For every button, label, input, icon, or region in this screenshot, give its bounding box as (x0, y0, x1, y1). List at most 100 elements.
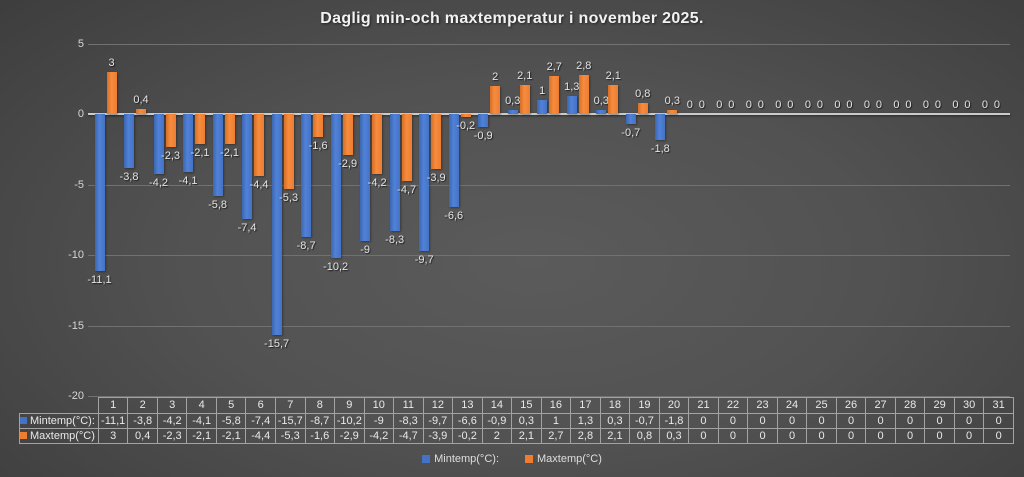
table-day-header-cell: 30 (953, 397, 985, 414)
min-temp-table-cell: 0 (835, 413, 867, 429)
max-temp-value-label: 2,8 (576, 59, 592, 72)
max-temp-bar (608, 84, 619, 115)
y-axis-tick-label: -10 (68, 249, 84, 262)
min-temp-value-label: -4,1 (178, 175, 198, 188)
max-temp-table-cell: -2,3 (156, 428, 188, 444)
legend-item-mintemp: Mintemp(°C): (422, 453, 499, 465)
min-temp-table-cell: -11,1 (97, 413, 129, 429)
table-day-header-cell: 29 (924, 397, 955, 414)
max-temp-bar (195, 114, 206, 144)
max-temp-value-label: 2,1 (517, 69, 533, 82)
table-day-header-cell: 31 (983, 397, 1014, 414)
min-temp-value-label: -6,6 (444, 210, 464, 223)
min-temp-table-cell: 0 (688, 413, 719, 429)
y-axis-tick-label: -20 (68, 390, 84, 402)
min-temp-bar (478, 114, 489, 128)
max-temp-table-cell: -4,4 (245, 428, 276, 444)
max-temp-bar (283, 114, 294, 189)
table-day-header-cell: 22 (717, 397, 749, 414)
table-day-header-cell: 20 (658, 397, 690, 414)
min-temp-value-label: 0 (716, 99, 723, 112)
max-temp-table-cell: -4,7 (393, 428, 424, 444)
min-temp-value-label: 0 (922, 99, 929, 112)
max-temp-table-cell: -2,1 (186, 428, 217, 444)
min-temp-value-label: -8,3 (385, 234, 405, 247)
min-temp-bar (271, 114, 282, 336)
max-temp-value-label: -3,9 (426, 172, 446, 185)
table-day-header-cell: 7 (275, 397, 306, 414)
max-temp-bar (313, 114, 324, 137)
legend-label: Maxtemp(°C) (537, 453, 602, 465)
min-temp-bar (537, 100, 548, 115)
max-temp-table-cell: -4,2 (363, 428, 395, 444)
max-temp-table-cell: 3 (97, 428, 129, 444)
series-row-header-label: Mintemp(°C): (30, 415, 95, 427)
gridline (88, 44, 1010, 45)
max-temp-table-cell: 0 (835, 428, 867, 444)
max-temp-bar (431, 114, 442, 170)
min-temp-bar (124, 114, 135, 168)
max-temp-table-cell: -2,9 (334, 428, 365, 444)
table-day-header-cell: 25 (806, 397, 837, 414)
table-day-header-cell: 16 (540, 397, 572, 414)
max-temp-value-label: 0,8 (635, 88, 651, 101)
max-temp-value-label: 0 (816, 99, 823, 112)
min-temp-bar (301, 114, 312, 237)
max-temp-bar (372, 114, 383, 174)
min-temp-bar (330, 114, 341, 258)
max-temp-bar (667, 110, 678, 115)
min-temp-value-label: -3,8 (119, 170, 139, 183)
min-temp-bar (153, 114, 164, 174)
min-temp-table-cell: -8,3 (393, 413, 424, 429)
max-temp-table-cell: 2,7 (540, 428, 572, 444)
legend-label: Mintemp(°C): (434, 453, 499, 465)
table-day-header-cell: 9 (334, 397, 365, 414)
max-temp-table-cell: -3,9 (422, 428, 454, 444)
min-temp-table-cell: -4,2 (156, 413, 188, 429)
min-series-swatch-icon (20, 416, 27, 424)
min-temp-value-label: 0 (863, 99, 870, 112)
max-temp-bar (136, 108, 147, 115)
max-temp-value-label: 0 (875, 99, 882, 112)
min-temp-value-label: 1,3 (564, 81, 580, 94)
max-temp-bar (519, 84, 530, 115)
table-day-header-cell: 17 (570, 397, 601, 414)
min-temp-bar (507, 110, 518, 115)
max-temp-bar (342, 114, 353, 156)
table-day-header-cell: 5 (215, 397, 247, 414)
table-day-header-cell: 11 (393, 397, 424, 414)
max-temp-bar (106, 72, 117, 115)
min-temp-value-label: -10,2 (323, 261, 349, 274)
max-temp-value-label: -0,2 (456, 120, 476, 133)
max-temp-table-cell: 0 (924, 428, 955, 444)
min-temp-bar (596, 110, 607, 115)
x-axis-line (88, 113, 1010, 116)
max-temp-value-label: 0 (993, 99, 1001, 112)
data-table: 1 2 3 4 5 6 7 8 9 10 11 12 13 14 15 16 17 18 19 20 21 22 23 24 2… (19, 397, 1014, 444)
table-day-header-cell: 23 (747, 397, 778, 414)
min-temp-table-cell: -9 (363, 413, 395, 429)
min-temp-table-cell: 0 (776, 413, 808, 429)
min-temp-bar (655, 114, 666, 140)
max-temp-table-cell: 2 (481, 428, 513, 444)
table-day-header-cell: 13 (452, 397, 483, 414)
max-temp-table-cell: 0 (688, 428, 719, 444)
min-temp-table-cell: 0 (747, 413, 778, 429)
min-temp-table-cell: -3,8 (127, 413, 158, 429)
min-temp-value-label: 0 (686, 99, 693, 112)
max-legend-swatch-icon (525, 455, 533, 463)
min-legend-swatch-icon (422, 455, 431, 463)
max-temp-table-cell: 0,4 (127, 428, 158, 444)
min-temp-table-cell: 0 (894, 413, 926, 429)
max-temp-bar (578, 74, 589, 115)
min-temp-bar (212, 114, 223, 197)
min-temp-value-label: -8,7 (296, 239, 316, 252)
max-temp-bar (165, 114, 176, 147)
min-temp-value-label: -15,7 (264, 338, 290, 351)
table-day-header-cell: 28 (894, 397, 926, 414)
max-temp-value-label: 2,1 (605, 69, 621, 82)
series-row-header-label: Maxtemp(°C) (30, 430, 95, 442)
max-temp-table-cell: 0 (953, 428, 985, 444)
min-temp-bar (242, 114, 253, 219)
